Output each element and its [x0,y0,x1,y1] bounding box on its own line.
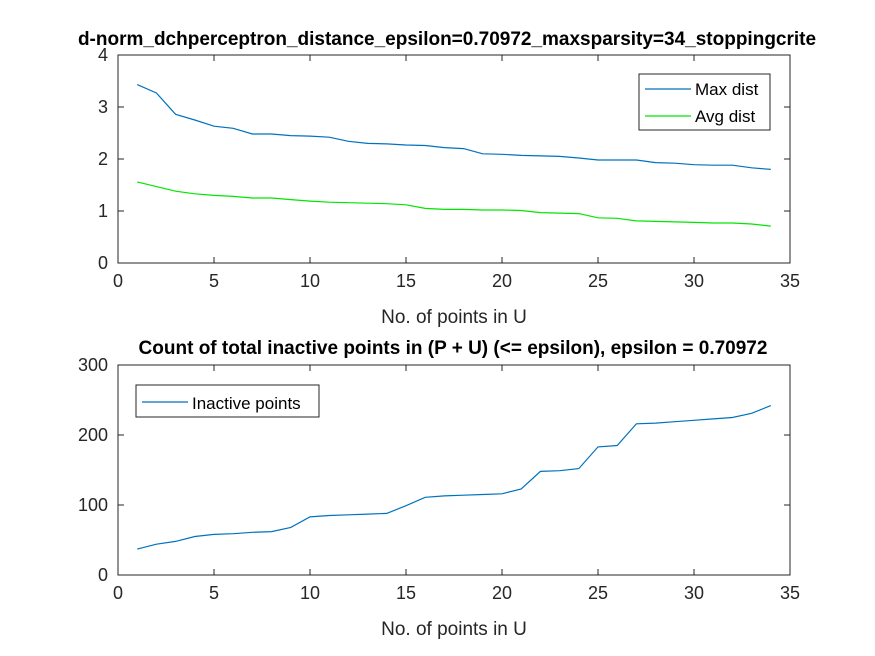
top-chart-title: d-norm_dchperceptron_distance_epsilon=0.… [78,29,816,50]
x-tick-label: 0 [113,271,123,291]
series-line-inactive-points [137,405,772,550]
x-tick-label: 35 [780,583,800,603]
top-subplot: d-norm_dchperceptron_distance_epsilon=0.… [78,29,816,328]
x-tick-label: 25 [588,583,608,603]
series-line-avg-dist [137,181,771,227]
bottom-y-axis-ticks: 0 100 200 300 [78,355,790,585]
top-series-lines [136,84,771,227]
y-tick-label: 2 [98,149,108,169]
x-tick-label: 10 [300,271,320,291]
top-legend: Max dist Avg dist [638,73,771,131]
top-legend-box [638,73,771,131]
x-tick-label: 5 [209,583,219,603]
y-tick-label: 300 [78,355,108,375]
bottom-legend-box [135,384,320,418]
legend-label-avg-dist: Avg dist [695,107,755,126]
x-tick-label: 30 [684,271,704,291]
x-tick-label: 30 [684,583,704,603]
bottom-series-lines [137,405,772,550]
x-tick-label: 15 [396,583,416,603]
top-y-axis-ticks: 0 1 2 3 4 [98,45,790,273]
y-tick-label: 1 [98,201,108,221]
x-tick-label: 35 [780,271,800,291]
top-x-axis-label: No. of points in U [381,307,527,328]
bottom-legend: Inactive points [135,384,320,418]
y-tick-label: 200 [78,425,108,445]
x-tick-label: 0 [113,583,123,603]
bottom-subplot: Count of total inactive points in (P + U… [78,338,800,640]
y-tick-label: 0 [98,253,108,273]
legend-label-inactive-points: Inactive points [192,394,301,413]
y-tick-label: 3 [98,97,108,117]
x-tick-label: 15 [396,271,416,291]
x-tick-label: 10 [300,583,320,603]
x-tick-label: 25 [588,271,608,291]
x-tick-label: 20 [492,583,512,603]
bottom-x-axis-label: No. of points in U [381,619,527,640]
top-x-axis-ticks: 0 5 10 15 20 25 30 35 [113,55,800,291]
bottom-chart-title: Count of total inactive points in (P + U… [139,338,768,359]
y-tick-label: 4 [98,45,108,65]
legend-label-max-dist: Max dist [695,80,759,99]
series-line-max-dist [136,84,771,170]
x-tick-label: 20 [492,271,512,291]
x-tick-label: 5 [209,271,219,291]
y-tick-label: 100 [78,495,108,515]
bottom-x-axis-ticks: 0 5 10 15 20 25 30 35 [113,365,800,603]
y-tick-label: 0 [98,565,108,585]
